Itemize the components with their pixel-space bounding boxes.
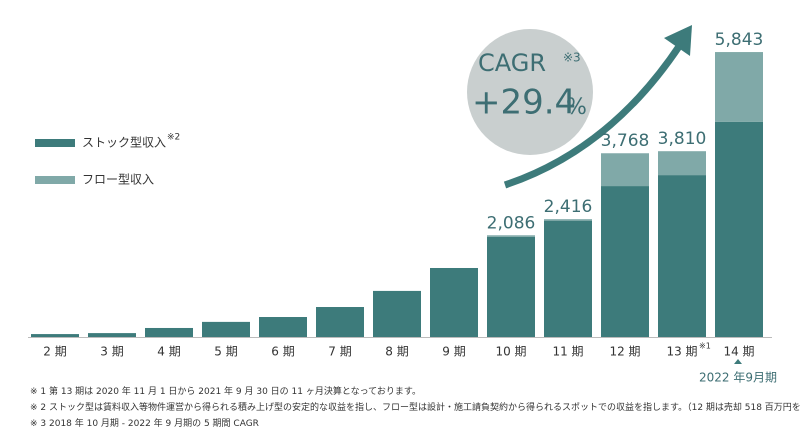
x-tick-label: 6 期 <box>271 345 294 359</box>
legend-label: フロー型収入 <box>82 173 154 187</box>
marker-arrow <box>734 359 742 364</box>
cagr-unit: % <box>566 95 587 120</box>
x-tick-label: 9 期 <box>442 345 465 359</box>
bar-segment <box>658 175 706 337</box>
total-label: 3,810 <box>658 129 707 149</box>
cagr-value: +29.4 <box>472 83 576 123</box>
legend-note: ※2 <box>167 133 180 143</box>
x-tick-label: 5 期 <box>214 345 237 359</box>
legend-swatch <box>35 139 75 147</box>
bar-segment <box>316 307 364 337</box>
bar-segment <box>487 235 535 237</box>
cagr-note: ※3 <box>563 51 581 65</box>
bar-segment <box>430 267 478 337</box>
x-tick-label: 10 期 <box>495 345 526 359</box>
x-tick-label: 7 期 <box>328 345 351 359</box>
bar-segment <box>544 220 592 337</box>
bar-segment <box>715 52 763 122</box>
x-tick-label: 4 期 <box>157 345 180 359</box>
x-tick-label: 11 期 <box>552 345 583 359</box>
bar-segment <box>145 327 193 337</box>
total-label: 2,086 <box>487 213 536 233</box>
bar-segment <box>544 219 592 221</box>
bar-segment <box>373 290 421 337</box>
x-tick-label: 13 期 <box>666 345 697 359</box>
x-tick-label: 3 期 <box>100 345 123 359</box>
x-tick-note: ※1 <box>699 342 711 351</box>
total-label: 5,843 <box>715 30 764 50</box>
cagr-bubble <box>467 29 593 155</box>
bar-segment <box>487 236 535 337</box>
bar-segment <box>259 317 307 337</box>
footnote: ※ 2 ストック型は賃料収入等物件運営から得られる積み上げ型の安定的な収益を指し… <box>30 401 800 413</box>
x-tick-label: 2 期 <box>43 345 66 359</box>
bar-segment <box>601 186 649 337</box>
bar-segment <box>202 321 250 337</box>
bar-segment <box>715 121 763 338</box>
total-label: 3,768 <box>601 131 650 151</box>
footnote: ※ 1 第 13 期は 2020 年 11 月 1 日から 2021 年 9 月… <box>30 385 421 397</box>
bar-segment <box>658 151 706 176</box>
bar-segment <box>601 153 649 187</box>
x-tick-label: 14 期 <box>723 345 754 359</box>
legend-label: ストック型収入 <box>82 136 166 150</box>
legend-swatch <box>35 176 75 184</box>
bar-segment <box>88 333 136 337</box>
total-label: 2,416 <box>544 197 593 217</box>
growth-arrow-head <box>664 25 692 56</box>
growth-arrow <box>503 43 683 189</box>
x-tick-label: 8 期 <box>385 345 408 359</box>
x-tick-label: 12 期 <box>609 345 640 359</box>
footnote: ※ 3 2018 年 10 月期 - 2022 年 9 月期の 5 期間 CAG… <box>30 417 259 429</box>
cagr-label: CAGR <box>478 49 546 77</box>
period-marker: 2022 年9月期 <box>699 371 777 385</box>
bar-segment <box>31 334 79 337</box>
